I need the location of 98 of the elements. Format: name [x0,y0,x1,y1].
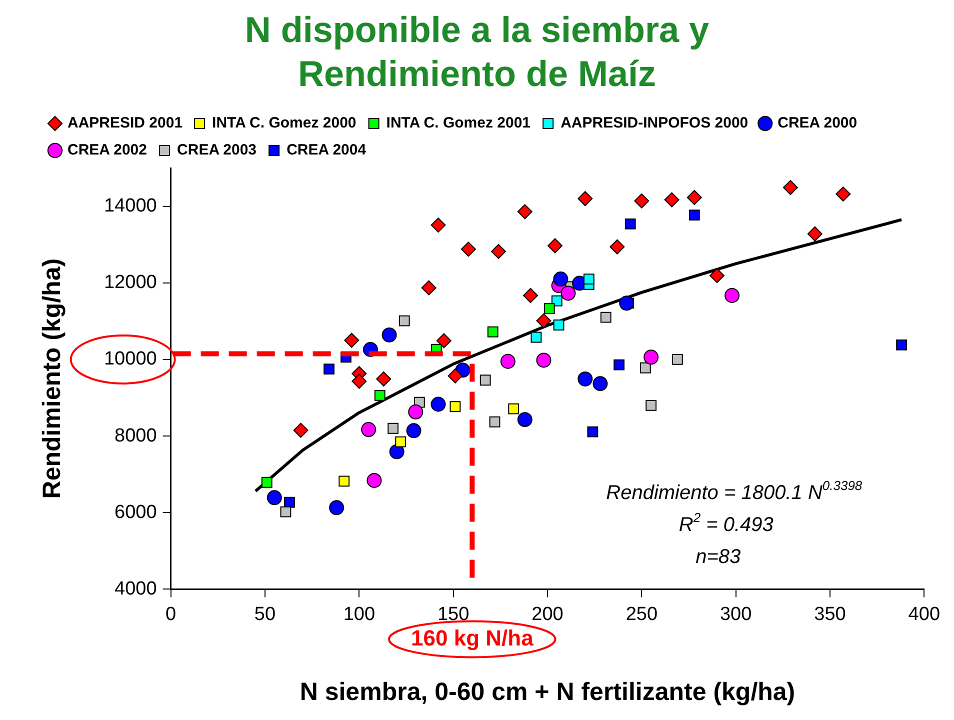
x-tick-label: 150 [437,604,470,625]
point [688,210,700,221]
point [293,422,308,438]
chart-title: N disponible a la siembra y Rendimiento de Maíz [244,8,710,96]
x-axis-title: N siembra, 0-60 cm + N fertilizante (kg/ha) [300,678,796,706]
y-tick-label: 6000 [114,502,157,523]
point [517,412,532,428]
point [280,506,292,518]
point [640,362,651,374]
point [614,359,625,370]
point [406,423,422,438]
y-tick-label: 4000 [114,578,157,600]
legend-label: AAPRESID-INPOFOS 2000 [560,114,748,132]
point [548,238,563,254]
legend-label: CREA 2000 [778,114,858,132]
point [592,376,608,392]
point [408,404,424,420]
x-tick-label: 300 [720,604,752,625]
point [261,476,272,488]
point [600,312,612,323]
point [352,374,367,389]
y-tick-label: 12000 [104,272,157,294]
point [489,416,500,428]
point [361,422,376,438]
point [578,191,593,206]
point [836,186,851,202]
point [344,332,360,348]
point [553,272,568,287]
legend-label: CREA 2003 [177,142,257,159]
point [724,288,740,304]
point [551,295,562,306]
point [329,500,344,516]
x-tick-label: 350 [814,604,846,625]
x-tick-label: 100 [343,604,376,625]
legend-label: INTA C. Gomez 2001 [386,114,531,132]
point [530,332,542,343]
point [644,350,659,365]
point [398,315,410,326]
x-tick-label: 0 [166,604,176,625]
point [448,368,463,384]
x-tick-label: 200 [532,604,564,625]
point [480,374,491,386]
point [560,286,576,301]
x-tick-label: 250 [626,604,658,625]
point [578,371,593,386]
y-tick-label: 8000 [114,425,157,446]
point [646,400,657,411]
point [382,327,397,342]
point [523,288,538,304]
legend-label: CREA 2002 [68,142,147,159]
point [807,226,822,242]
point [430,218,446,233]
point [460,242,476,257]
y-axis-title: Rendimiento (kg/ha) [38,258,66,499]
point [395,436,406,448]
x-tick-label: 50 [254,604,276,625]
ref-line-label: 160 kg N/ha [411,625,534,650]
point [536,313,552,328]
point [624,218,636,230]
point [709,268,724,284]
point [500,354,516,369]
point [374,390,386,401]
point [366,472,382,488]
point [782,180,798,196]
point [376,371,392,386]
point [508,403,520,414]
point [430,396,446,412]
point [450,401,461,412]
point [491,244,506,259]
point [536,352,552,368]
point [664,192,680,208]
y-tick-label: 14000 [104,196,157,217]
point [619,296,634,311]
point [389,444,404,460]
point [553,320,564,330]
point [610,239,625,254]
point [587,426,598,438]
point [583,274,594,284]
point [421,280,436,296]
point [487,326,498,338]
point [672,354,683,365]
point [284,496,295,508]
legend-label: INTA C. Gomez 2000 [212,114,356,132]
point [544,303,555,314]
point [896,339,907,350]
point [388,422,399,434]
y-tick-label: 10000 [104,348,157,370]
annotation: n=83 [696,546,741,568]
point [436,333,452,348]
x-tick-label: 400 [908,604,940,625]
point [686,190,702,205]
point [338,476,350,487]
point [634,193,650,208]
point [266,490,282,506]
legend-label: AAPRESID 2001 [68,114,183,132]
legend-label: CREA 2004 [286,142,367,159]
point [517,204,532,220]
point [324,364,334,374]
